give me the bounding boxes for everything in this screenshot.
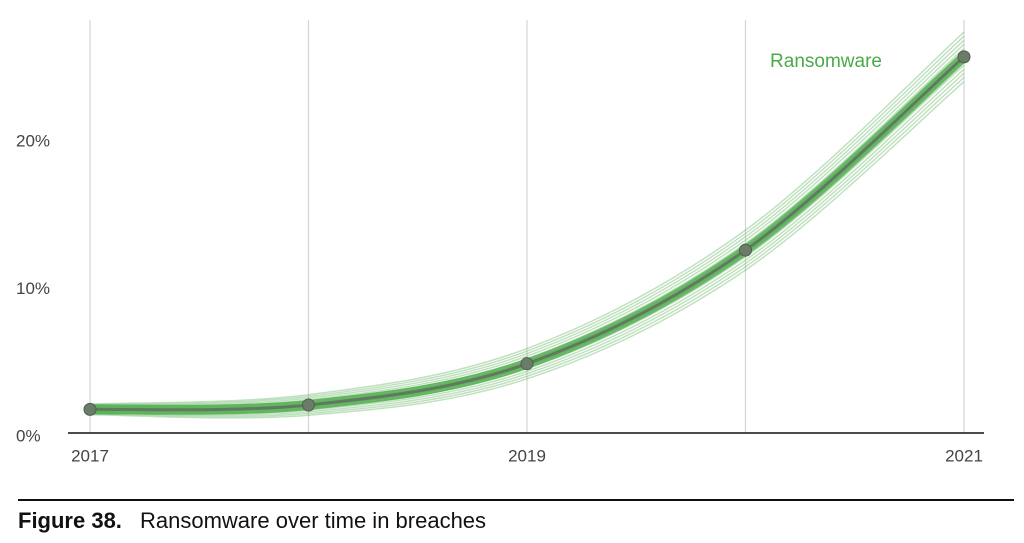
data-point: [302, 398, 315, 412]
uncertainty-line: [89, 31, 965, 405]
caption-label: Figure 38.: [18, 508, 122, 533]
x-tick-label: 2017: [71, 446, 109, 465]
uncertainty-line: [89, 72, 965, 416]
data-point: [739, 243, 752, 257]
data-point: [957, 50, 971, 64]
y-tick-label: 20%: [16, 131, 50, 150]
series-line: [89, 55, 965, 412]
uncertainty-line: [89, 39, 965, 407]
y-tick-label: 10%: [16, 279, 50, 298]
caption-text: Ransomware over time in breaches: [140, 508, 486, 533]
x-tick-label: 2021: [945, 446, 983, 465]
x-tick-label: 2019: [508, 446, 546, 465]
data-point: [520, 357, 534, 371]
y-tick-label: 0%: [16, 426, 41, 445]
uncertainty-line: [89, 35, 965, 406]
uncertainty-line: [89, 77, 965, 418]
data-point: [83, 402, 97, 416]
uncertainty-line: [89, 81, 965, 419]
series-label: Ransomware: [770, 51, 882, 72]
